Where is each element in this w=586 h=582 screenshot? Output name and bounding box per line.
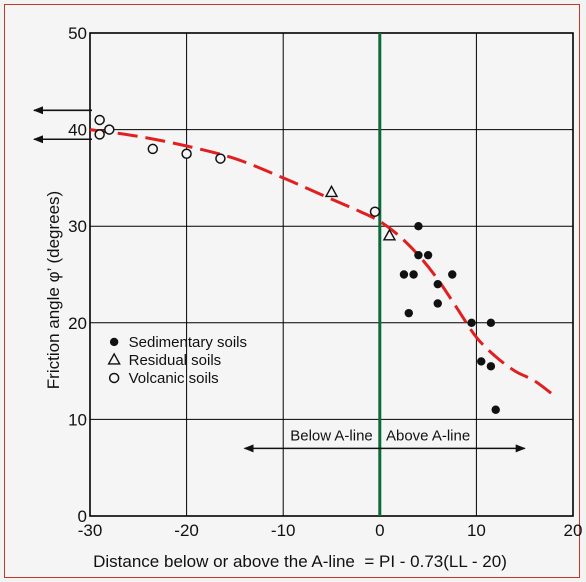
sedimentary-soils-point [423, 250, 433, 260]
trend-line [89, 128, 555, 397]
x-tick-label: -30 [78, 521, 103, 540]
sedimentary-soils-point [414, 250, 423, 260]
legend-label-residual-soils: Residual soils [129, 352, 222, 369]
y-tick-label: 20 [68, 314, 87, 333]
sedimentary-soils-point [448, 270, 457, 279]
x-tick-label: -10 [271, 521, 296, 540]
y-tick-label: 0 [78, 507, 87, 526]
sedimentary-soils-point [409, 270, 418, 279]
y-axis-label: Friction angle φ’ (degrees) [44, 191, 63, 389]
volcanic-soils-point [94, 129, 105, 140]
sedimentary-soils-point [433, 299, 442, 308]
residual-soils-point [324, 184, 339, 198]
sedimentary-soils-point [486, 362, 496, 371]
sedimentary-soils-point [467, 318, 476, 327]
x-tick-label: 20 [564, 521, 583, 540]
region-label: Above A-line [386, 427, 470, 444]
sedimentary-soils-point [491, 405, 500, 414]
trend-line-group [89, 128, 555, 397]
volcanic-soils-point [147, 143, 159, 155]
x-tick-label: 10 [467, 521, 486, 540]
y-tick-label: 40 [68, 121, 87, 140]
legend-marker-volcanic-soils [108, 372, 120, 384]
y-tick-label: 50 [68, 24, 87, 43]
volcanic-soils-point [94, 114, 105, 126]
x-tick-label: 0 [375, 521, 384, 540]
annotations: Below A-line Above A-line [243, 427, 526, 453]
y-tick-label: 10 [68, 410, 87, 429]
sedimentary-soils-point [404, 308, 413, 318]
volcanic-soils-point [369, 206, 381, 217]
region-label: Below A-line [290, 427, 373, 444]
tick-labels: -30 -20 -10 0 10 20 0 10 20 30 40 50 [68, 24, 582, 540]
volcanic-soils-point [104, 124, 115, 135]
sedimentary-soils-point [414, 222, 423, 231]
x-tick-label: -20 [174, 521, 199, 540]
volcanic-soils-point [215, 153, 226, 164]
x-axis-label: Distance below or above the A-line = PI … [93, 552, 507, 571]
legend-marker-sedimentary-soils [109, 337, 119, 347]
sedimentary-soils-point [433, 279, 442, 289]
data-points [94, 114, 500, 414]
a-line-group [33, 33, 382, 516]
legend-label-sedimentary-soils: Sedimentary soils [129, 334, 247, 351]
plot-area [90, 33, 573, 516]
sedimentary-soils-point [399, 270, 409, 279]
sedimentary-soils-point [477, 357, 486, 366]
residual-soils-point [382, 228, 397, 241]
legend-label-volcanic-soils: Volcanic soils [129, 370, 219, 387]
sedimentary-soils-point [486, 318, 496, 327]
plot-border [89, 32, 574, 517]
y-tick-label: 30 [68, 217, 87, 236]
volcanic-soils-point [181, 148, 192, 159]
legend-marker-residual-soils [107, 352, 121, 365]
